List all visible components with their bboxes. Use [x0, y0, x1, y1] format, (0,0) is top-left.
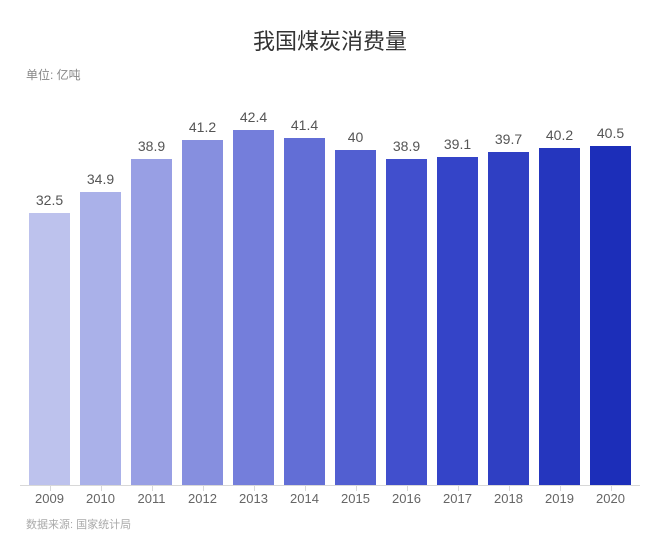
bar — [488, 152, 528, 485]
chart-title: 我国煤炭消费量 — [20, 24, 640, 56]
bar-value-label: 38.9 — [393, 138, 420, 154]
x-tick: 2012 — [179, 491, 226, 506]
x-tick: 2009 — [26, 491, 73, 506]
bar-wrap: 38.9 — [383, 91, 430, 485]
bar-value-label: 40.5 — [597, 125, 624, 141]
bar-wrap: 38.9 — [128, 91, 175, 485]
x-axis: 2009 2010 2011 2012 2013 2014 2015 2016 2017 2018… — [20, 486, 640, 506]
unit-label: 单位: 亿吨 — [20, 66, 640, 83]
bar-value-label: 41.4 — [291, 117, 318, 133]
bar-wrap: 34.9 — [77, 91, 124, 485]
bar — [80, 192, 120, 485]
bar-value-label: 41.2 — [189, 119, 216, 135]
bar-wrap: 42.4 — [230, 91, 277, 485]
bar-value-label: 34.9 — [87, 171, 114, 187]
x-tick: 2016 — [383, 491, 430, 506]
source-label: 数据来源: 国家统计局 — [20, 516, 640, 532]
x-tick: 2014 — [281, 491, 328, 506]
bar-value-label: 40.2 — [546, 127, 573, 143]
bar — [29, 213, 69, 485]
x-tick: 2015 — [332, 491, 379, 506]
bar-value-label: 32.5 — [36, 192, 63, 208]
bar — [386, 159, 426, 485]
bar-value-label: 39.1 — [444, 136, 471, 152]
x-tick: 2018 — [485, 491, 532, 506]
bar — [182, 140, 222, 485]
bar-wrap: 39.7 — [485, 91, 532, 485]
x-tick: 2019 — [536, 491, 583, 506]
x-tick: 2013 — [230, 491, 277, 506]
bar-wrap: 40.2 — [536, 91, 583, 485]
bar — [335, 150, 375, 485]
bar — [539, 148, 579, 485]
bar-wrap: 32.5 — [26, 91, 73, 485]
x-tick: 2010 — [77, 491, 124, 506]
bar-value-label: 40 — [348, 129, 364, 145]
bar-wrap: 39.1 — [434, 91, 481, 485]
x-tick: 2011 — [128, 491, 175, 506]
chart-container: 我国煤炭消费量 单位: 亿吨 32.5 34.9 38.9 41.2 42.4 41.4 4… — [0, 0, 660, 546]
bar-value-label: 39.7 — [495, 131, 522, 147]
bar — [131, 159, 171, 485]
bar-wrap: 41.4 — [281, 91, 328, 485]
x-tick: 2020 — [587, 491, 634, 506]
bar-wrap: 40 — [332, 91, 379, 485]
plot-area: 32.5 34.9 38.9 41.2 42.4 41.4 40 38.9 39.1 39.7 40… — [20, 91, 640, 486]
bar-value-label: 42.4 — [240, 109, 267, 125]
bar — [590, 146, 630, 486]
bar — [233, 130, 273, 485]
x-tick: 2017 — [434, 491, 481, 506]
bar-wrap: 40.5 — [587, 91, 634, 485]
bar-value-label: 38.9 — [138, 138, 165, 154]
bar — [437, 157, 477, 485]
bar — [284, 138, 324, 485]
bar-wrap: 41.2 — [179, 91, 226, 485]
